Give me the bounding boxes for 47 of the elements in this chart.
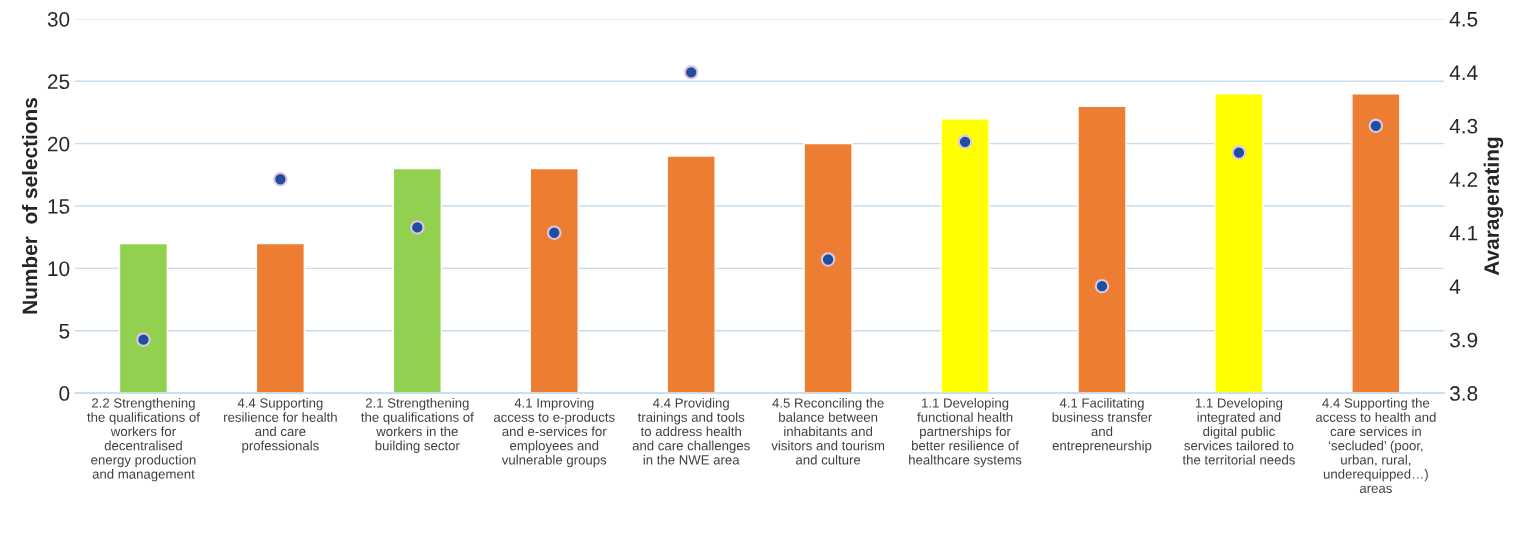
y2-tick-label: 3.9 [1449, 332, 1478, 348]
point [546, 225, 562, 240]
y2-tick-label: 4.1 [1449, 225, 1478, 241]
point [1368, 118, 1384, 134]
bar [1077, 105, 1127, 394]
bar [803, 142, 853, 394]
bar [529, 167, 579, 394]
bar [940, 117, 990, 394]
bar [118, 242, 169, 394]
x-tick-label: 4.1 Facilitating business transfer and entrepreneurship [1052, 397, 1152, 453]
y-axis-title: Number of selections [21, 98, 38, 314]
y2-tick-label: 4.4 [1449, 65, 1478, 80]
point [683, 65, 699, 80]
x-tick-label: 2.1 Strengthening the qualifications of workers in the building sector [361, 397, 474, 453]
x-tick-label: 2.2 Strengthening the qualifications of workers for decentralised energy production and management [87, 397, 200, 482]
x-tick-label: 1.1 Developing functional health partnerships for better resilience of healthcare systems [909, 397, 1022, 468]
point [820, 252, 836, 267]
x-tick-label: 1.1 Developing integrated and digital public services tailored to the territorial needs [1182, 397, 1295, 465]
x-tick-label: 4.4 Providing trainings and tools to address health and care challenges in the NWE area [632, 397, 750, 465]
point [136, 332, 151, 347]
point [273, 172, 288, 187]
y2-tick-label: 4 [1449, 279, 1461, 294]
y-tick-label: 30 [47, 11, 70, 27]
y2-tick-label: 4.3 [1449, 118, 1478, 134]
point [1094, 278, 1110, 294]
bar [1351, 93, 1401, 394]
y-tick-label: 15 [48, 199, 70, 214]
y-tick-label: 20 [47, 136, 70, 152]
point [1231, 145, 1247, 160]
bar [392, 167, 442, 394]
y2-tick-label: 4.2 [1449, 172, 1478, 187]
y-tick-label: 10 [48, 261, 70, 277]
point [957, 134, 973, 150]
x-tick-label: 4.1 Improving access to e-products and e-services for employees and vulnerable groups [493, 397, 615, 468]
y2-tick-label: 4.5 [1449, 12, 1478, 27]
bar [1214, 93, 1264, 394]
bar [255, 242, 306, 394]
x-tick-label: 4.4 Supporting resilience for health and care professionals [224, 397, 337, 453]
x-tick-label: 4.4 Supporting the access to health and care services in ‘secluded’ (poor, urban, rural, underequipped…) areas [1315, 397, 1436, 493]
y-tick-label: 5 [59, 323, 70, 339]
y-tick-label: 0 [59, 386, 70, 401]
x-tick-label: 4.5 Reconciling the balance between inhabitants and visitors and tourism and culture [771, 397, 885, 465]
bar [666, 155, 716, 394]
y2-tick-label: 3.8 [1449, 386, 1478, 401]
point [410, 220, 425, 235]
y-tick-label: 25 [47, 74, 70, 90]
y2-axis-title: Avaragerating [1483, 137, 1504, 276]
